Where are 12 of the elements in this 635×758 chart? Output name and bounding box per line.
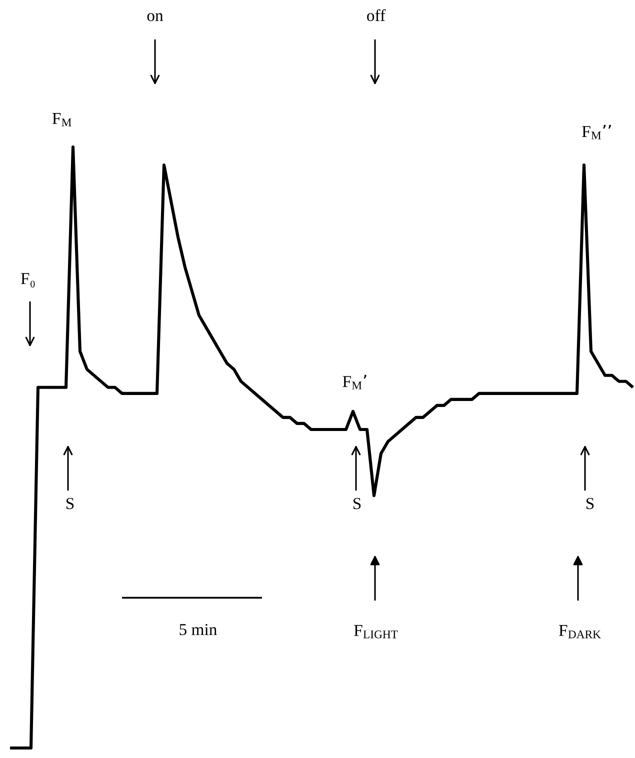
annotation: F$_{M}$’	[342, 374, 366, 390]
text: on	[147, 13, 164, 22]
annotation: S	[66, 498, 74, 510]
annotation: S	[586, 498, 594, 510]
annotation: F$_{LIGHT}$	[354, 625, 398, 638]
text: F$_{M}$’’	[582, 124, 611, 140]
text: F$_{M}$	[52, 113, 72, 126]
annotation: 5 min	[180, 624, 217, 636]
text: off	[367, 9, 386, 22]
annotation: F₀	[20, 273, 35, 288]
annotation: F$_{DARK}$	[558, 625, 601, 638]
annotation: S	[353, 498, 361, 510]
